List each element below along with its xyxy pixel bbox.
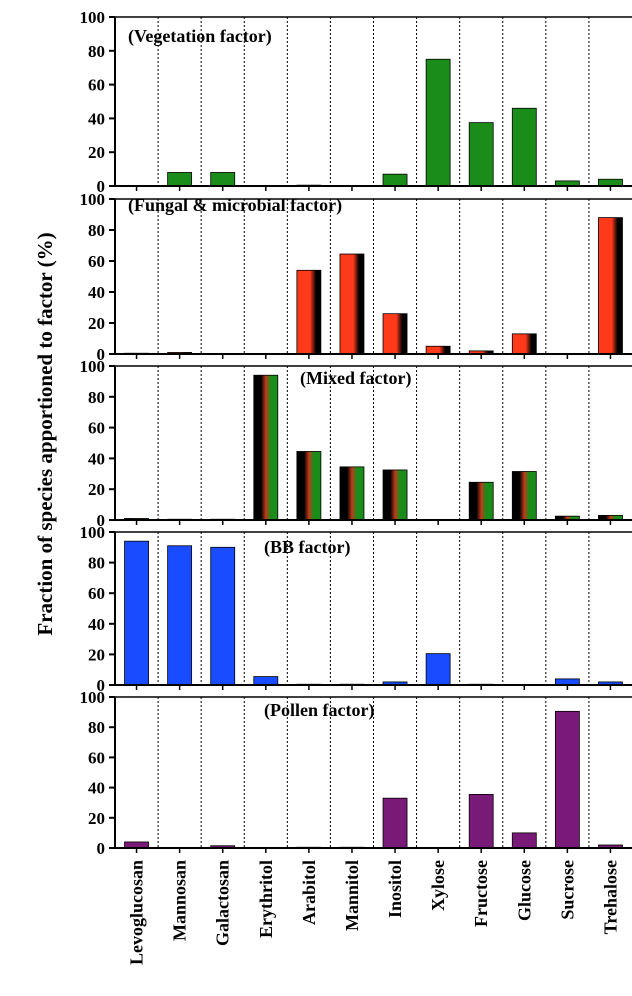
y-tick-label: 80 xyxy=(88,718,105,737)
x-tick-label-fructose: Fructose xyxy=(471,860,491,927)
y-tick-label: 80 xyxy=(88,221,105,240)
y-tick-label: 0 xyxy=(97,177,106,196)
y-tick-label: 20 xyxy=(88,809,105,828)
bar-xylose xyxy=(425,653,451,686)
panel-2: 0 20 40 60 80 100 (Fungal & microbial factor) xyxy=(80,190,632,364)
x-tick-label-erythritol: Erythritol xyxy=(256,860,276,938)
bar-inositol xyxy=(382,469,408,521)
y-tick-label: 0 xyxy=(97,676,106,695)
bar-mannosan xyxy=(167,545,193,686)
bar-xylose xyxy=(425,58,451,187)
bar-glucose xyxy=(511,471,537,521)
y-tick-label: 100 xyxy=(80,190,106,209)
y-tick-label: 20 xyxy=(88,645,105,664)
x-tick-label-galactosan: Galactosan xyxy=(213,860,233,946)
x-tick-label-trehalose: Trehalose xyxy=(600,860,620,934)
y-tick-label: 80 xyxy=(88,388,105,407)
y-tick-label: 100 xyxy=(80,523,106,542)
y-tick-label: 80 xyxy=(88,554,105,573)
y-tick-label: 80 xyxy=(88,42,105,61)
bar-levoglucosan xyxy=(124,540,149,686)
y-tick-label: 40 xyxy=(88,615,105,634)
bar-mannitol xyxy=(339,466,365,521)
bar-inositol xyxy=(382,173,408,187)
panel-title: (Vegetation factor) xyxy=(128,26,272,47)
bar-arabitol xyxy=(296,269,322,355)
y-tick-label: 40 xyxy=(88,283,105,302)
x-tick-label-levoglucosan: Levoglucosan xyxy=(127,860,147,965)
x-tick-labels: Levoglucosan Mannosan Galactosan Erythritol… xyxy=(127,860,621,965)
y-tick-label: 0 xyxy=(97,345,106,364)
bar-trehalose xyxy=(598,178,623,187)
bar-galactosan xyxy=(210,546,236,686)
y-tick-label: 100 xyxy=(80,357,106,376)
panel-title: (BB factor) xyxy=(264,537,350,558)
y-tick-label: 20 xyxy=(88,143,105,162)
panel-3: 0 20 40 60 80 100 (Mixed factor) xyxy=(80,357,632,530)
y-tick-label: 60 xyxy=(88,76,105,95)
y-tick-label: 40 xyxy=(88,449,105,468)
x-tick-label-sucrose: Sucrose xyxy=(557,860,577,920)
y-tick-label: 0 xyxy=(97,839,106,858)
bar-fructose xyxy=(468,481,494,521)
bar-glucose xyxy=(511,107,537,187)
bar-mannosan xyxy=(167,172,193,187)
y-tick-label: 100 xyxy=(80,8,106,27)
bar-inositol xyxy=(382,313,408,355)
panel-title: (Fungal & microbial factor) xyxy=(128,195,342,216)
panel-title: (Mixed factor) xyxy=(300,368,411,389)
bar-glucose xyxy=(511,333,537,355)
bar-arabitol xyxy=(296,451,322,521)
y-tick-label: 60 xyxy=(88,584,105,603)
y-tick-label: 40 xyxy=(88,779,105,798)
y-tick-label: 100 xyxy=(80,688,106,707)
bar-mannitol xyxy=(339,253,365,355)
panel-5: 0 20 40 60 80 100 (Pollen factor) xyxy=(80,688,632,858)
bar-galactosan xyxy=(210,172,236,187)
x-tick-label-xylose: Xylose xyxy=(428,860,448,911)
bar-erythritol xyxy=(253,676,279,686)
bar-fructose xyxy=(468,793,494,849)
y-tick-label: 60 xyxy=(88,419,105,438)
x-tick-label-mannosan: Mannosan xyxy=(170,860,190,941)
bar-inositol xyxy=(382,797,408,849)
panel-title: (Pollen factor) xyxy=(264,700,374,721)
y-tick-label: 40 xyxy=(88,109,105,128)
panel-4: 0 20 40 60 80 100 (BB factor) xyxy=(80,523,632,695)
bar-fructose xyxy=(468,122,494,187)
y-axis-label: Fraction of species apportioned to facto… xyxy=(33,232,57,635)
x-tick-label-mannitol: Mannitol xyxy=(342,860,362,931)
panel-1: 0 20 40 60 80 100 (Vegetation factor) xyxy=(80,8,632,196)
y-tick-label: 60 xyxy=(88,252,105,271)
x-tick-label-glucose: Glucose xyxy=(514,860,534,921)
y-tick-label: 60 xyxy=(88,748,105,767)
bar-erythritol xyxy=(253,374,279,521)
bar-trehalose xyxy=(598,217,623,355)
bar-xylose xyxy=(425,345,451,355)
y-tick-label: 20 xyxy=(88,480,105,499)
chart-panels: 0 20 40 60 80 100 (Vegetation factor) 0 20 40 60 80… xyxy=(80,8,632,858)
y-tick-label: 20 xyxy=(88,314,105,333)
y-tick-label: 0 xyxy=(97,511,106,530)
x-tick-label-arabitol: Arabitol xyxy=(299,860,319,925)
x-tick-label-inositol: Inositol xyxy=(385,860,405,918)
bar-glucose xyxy=(511,832,537,849)
bar-sucrose xyxy=(554,710,580,849)
